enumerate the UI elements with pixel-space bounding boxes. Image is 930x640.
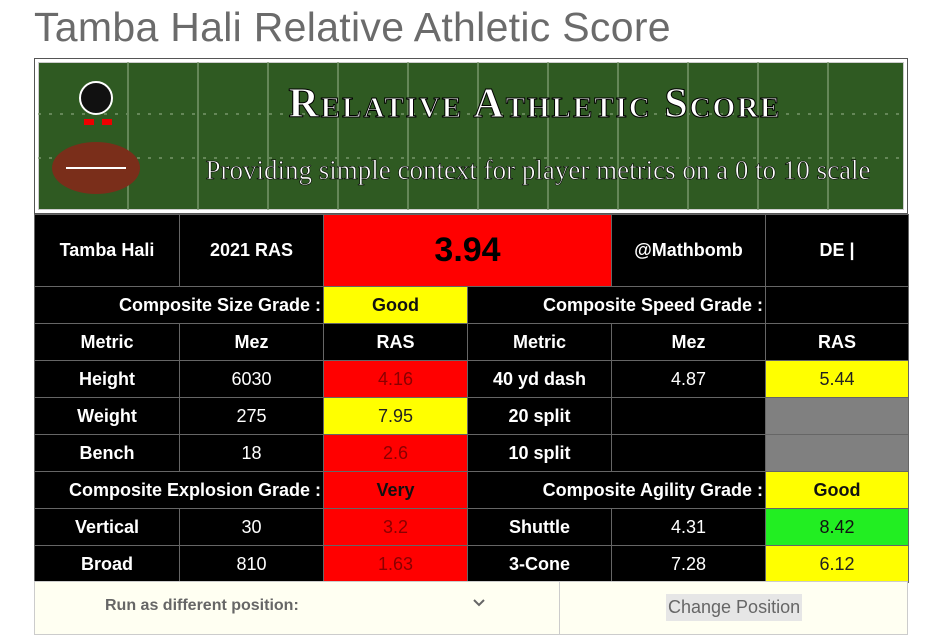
table-row: Broad 810 1.63 3-Cone 7.28 6.12 bbox=[34, 545, 909, 583]
table-cell: 2.6 bbox=[323, 434, 468, 472]
table-cell: Mez bbox=[611, 323, 766, 361]
banner-heading: Relative Athletic Score bbox=[288, 81, 781, 127]
table-cell: 8.42 bbox=[765, 508, 909, 546]
table-cell: Tamba Hali bbox=[34, 214, 180, 287]
table-cell: Good bbox=[765, 471, 909, 509]
table-cell: Broad bbox=[34, 545, 180, 583]
divider bbox=[559, 582, 560, 634]
table-cell: RAS bbox=[765, 323, 909, 361]
table-cell bbox=[765, 434, 909, 472]
table-cell: Composite Agility Grade : bbox=[467, 471, 766, 509]
tbody: Tamba Hali 2021 RAS 3.94 @Mathbomb DE | Co… bbox=[34, 214, 909, 583]
table-cell: Composite Speed Grade : bbox=[467, 286, 766, 324]
table-cell bbox=[765, 397, 909, 435]
table-cell: Shuttle bbox=[467, 508, 612, 546]
table-row: Composite Size Grade : Good Composite Sp… bbox=[34, 286, 909, 324]
polyline bbox=[473, 599, 485, 607]
table-row: Height 6030 4.16 40 yd dash 4.87 5.44 bbox=[34, 360, 909, 398]
table-cell: 3-Cone bbox=[467, 545, 612, 583]
table-cell: Mez bbox=[179, 323, 324, 361]
table-cell: 30 bbox=[179, 508, 324, 546]
table-cell: Composite Explosion Grade : bbox=[34, 471, 324, 509]
page-title: Tamba Hali Relative Athletic Score bbox=[34, 4, 671, 50]
position-form: Run as different position: Change Positi… bbox=[34, 581, 908, 635]
table-cell: 3.94 bbox=[323, 214, 612, 287]
g bbox=[38, 62, 904, 210]
table-cell: 7.28 bbox=[611, 545, 766, 583]
table-cell: RAS bbox=[323, 323, 468, 361]
table-cell: @Mathbomb bbox=[611, 214, 766, 287]
table-cell: 6030 bbox=[179, 360, 324, 398]
table-cell: 4.16 bbox=[323, 360, 468, 398]
banner-art: Relative Athletic Score Providing simple… bbox=[38, 62, 904, 210]
table-cell: 3.2 bbox=[323, 508, 468, 546]
table-cell: Very bbox=[323, 471, 468, 509]
ras-table: Tamba Hali 2021 RAS 3.94 @Mathbomb DE | Co… bbox=[34, 214, 909, 583]
table-cell: 6.12 bbox=[765, 545, 909, 583]
table-cell: Composite Size Grade : bbox=[34, 286, 324, 324]
table-cell: 20 split bbox=[467, 397, 612, 435]
table-row: Composite Explosion Grade : Very Composi… bbox=[34, 471, 909, 509]
table-cell: 810 bbox=[179, 545, 324, 583]
position-select[interactable]: Run as different position: bbox=[105, 597, 299, 614]
table-cell: 10 split bbox=[467, 434, 612, 472]
ras-card: Relative Athletic Score Providing simple… bbox=[34, 58, 909, 635]
table-cell: 7.95 bbox=[323, 397, 468, 435]
table-cell: 1.63 bbox=[323, 545, 468, 583]
table-row: Tamba Hali 2021 RAS 3.94 @Mathbomb DE | bbox=[34, 214, 909, 287]
table-cell: Bench bbox=[34, 434, 180, 472]
table-cell bbox=[611, 434, 766, 472]
table-cell: DE | bbox=[765, 214, 909, 287]
rect bbox=[84, 119, 94, 125]
rect bbox=[102, 119, 112, 125]
table-cell bbox=[765, 286, 909, 324]
table-cell: 5.44 bbox=[765, 360, 909, 398]
table-cell: 275 bbox=[179, 397, 324, 435]
change-position-button[interactable]: Change Position bbox=[666, 594, 803, 621]
table-cell: 2021 RAS bbox=[179, 214, 324, 287]
table-cell: Good bbox=[323, 286, 468, 324]
table-row: Vertical 30 3.2 Shuttle 4.31 8.42 bbox=[34, 508, 909, 546]
table-cell: 40 yd dash bbox=[467, 360, 612, 398]
table-row: Weight 275 7.95 20 split bbox=[34, 397, 909, 435]
table-cell bbox=[611, 397, 766, 435]
table-cell: 18 bbox=[179, 434, 324, 472]
table-row: Bench 18 2.6 10 split bbox=[34, 434, 909, 472]
table-cell: Metric bbox=[34, 323, 180, 361]
table-cell: Weight bbox=[34, 397, 180, 435]
table-row: Metric Mez RAS Metric Mez RAS bbox=[34, 323, 909, 361]
table-cell: Height bbox=[34, 360, 180, 398]
select-chevron[interactable] bbox=[472, 598, 486, 608]
banner-subtitle: Providing simple context for player metr… bbox=[205, 155, 870, 185]
table-cell: 4.87 bbox=[611, 360, 766, 398]
table-cell: 4.31 bbox=[611, 508, 766, 546]
circle bbox=[79, 81, 113, 115]
table-cell: Metric bbox=[467, 323, 612, 361]
banner: Relative Athletic Score Providing simple… bbox=[34, 58, 908, 214]
rect bbox=[38, 62, 904, 210]
table-cell: Vertical bbox=[34, 508, 180, 546]
